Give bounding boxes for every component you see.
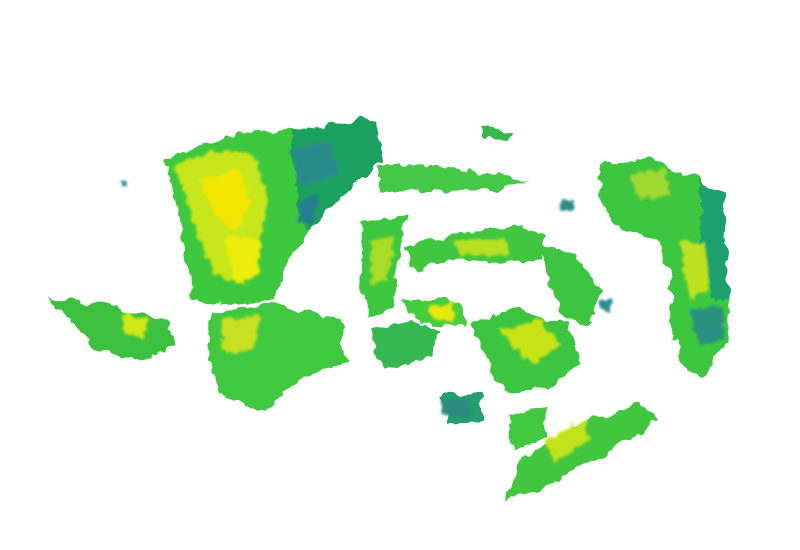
echo-core [122, 150, 710, 462]
echo-weak [120, 140, 725, 418]
